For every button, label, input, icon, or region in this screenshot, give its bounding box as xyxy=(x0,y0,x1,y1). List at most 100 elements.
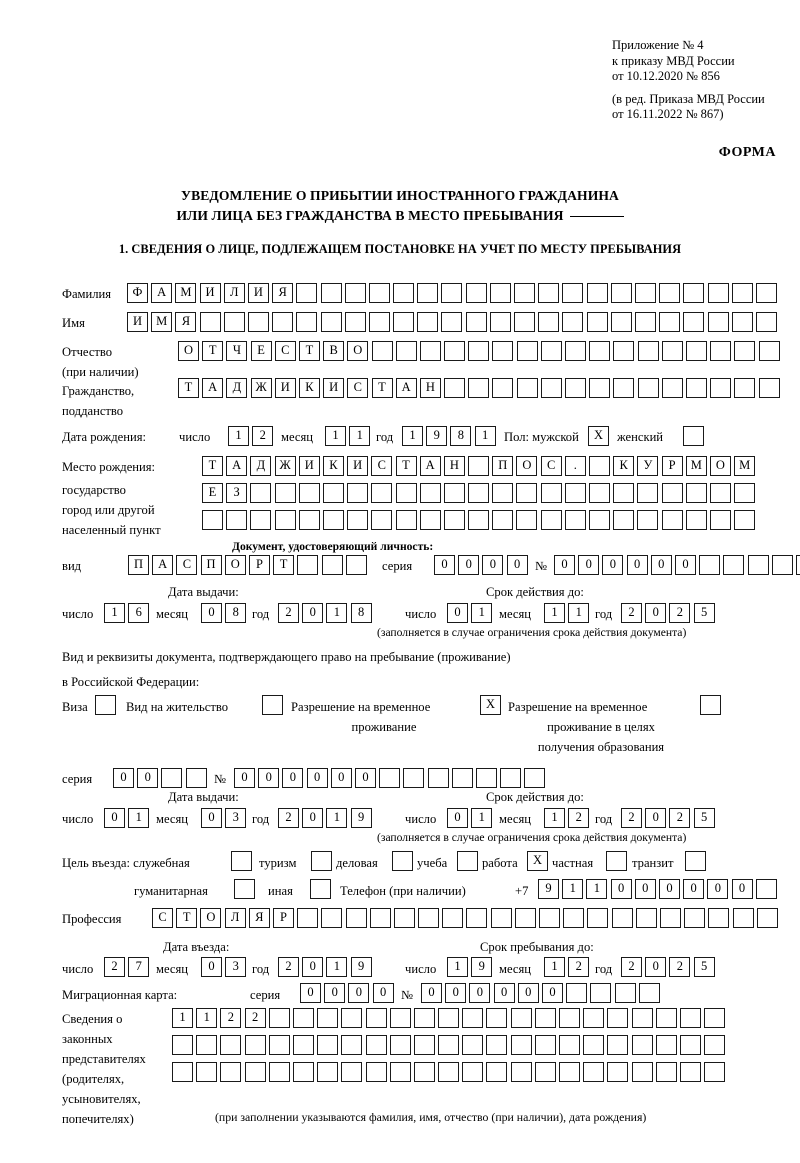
char-cell[interactable]: И xyxy=(347,456,369,476)
char-cell[interactable]: М xyxy=(734,456,756,476)
char-cell[interactable] xyxy=(311,851,332,871)
char-cell[interactable] xyxy=(637,378,659,398)
char-cell[interactable] xyxy=(417,283,439,303)
char-cell[interactable] xyxy=(659,908,681,928)
char-cell[interactable]: 0 xyxy=(354,768,376,788)
char-cell[interactable]: 0 xyxy=(506,555,528,575)
char-cell[interactable] xyxy=(747,555,769,575)
char-cell[interactable]: 3 xyxy=(225,808,247,828)
char-cell[interactable] xyxy=(534,1008,556,1028)
char-cell[interactable]: А xyxy=(202,378,224,398)
char-cell[interactable] xyxy=(413,1035,435,1055)
char-cell[interactable]: 0 xyxy=(517,983,539,1003)
purpose-humanitarian-checkbox[interactable] xyxy=(234,879,258,899)
char-cell[interactable] xyxy=(395,510,417,530)
char-cell[interactable]: 1 xyxy=(568,603,590,623)
char-cell[interactable] xyxy=(685,341,707,361)
char-cell[interactable] xyxy=(565,378,586,398)
char-cell[interactable] xyxy=(709,510,731,530)
char-cell[interactable] xyxy=(489,283,511,303)
purpose-tourism-checkbox[interactable] xyxy=(311,851,335,871)
char-cell[interactable] xyxy=(442,908,464,928)
char-cell[interactable]: 0 xyxy=(447,808,468,828)
char-cell[interactable] xyxy=(419,341,441,361)
char-cell[interactable] xyxy=(559,1062,580,1082)
char-cell[interactable]: 0 xyxy=(645,957,667,977)
char-cell[interactable]: 1 xyxy=(326,603,348,623)
char-cell[interactable]: 1 xyxy=(349,426,371,446)
char-cell[interactable] xyxy=(683,312,705,332)
char-cell[interactable] xyxy=(516,378,538,398)
char-cell[interactable] xyxy=(534,1062,556,1082)
char-cell[interactable] xyxy=(734,510,756,530)
char-cell[interactable] xyxy=(296,283,318,303)
char-cell[interactable] xyxy=(297,555,319,575)
char-cell[interactable] xyxy=(540,510,562,530)
char-cell[interactable] xyxy=(510,1035,532,1055)
char-cell[interactable] xyxy=(347,483,369,503)
char-cell[interactable]: Т xyxy=(273,555,295,575)
char-cell[interactable] xyxy=(365,1008,387,1028)
char-cell[interactable]: 0 xyxy=(113,768,134,788)
char-cell[interactable]: 0 xyxy=(469,983,491,1003)
char-cell[interactable]: 1 xyxy=(402,426,423,446)
char-cell[interactable] xyxy=(514,283,535,303)
char-cell[interactable] xyxy=(395,483,417,503)
char-cell[interactable] xyxy=(486,1035,508,1055)
char-cell[interactable] xyxy=(564,510,586,530)
char-cell[interactable] xyxy=(234,879,255,899)
char-cell[interactable] xyxy=(468,341,490,361)
char-cell[interactable] xyxy=(589,456,610,476)
char-cell[interactable] xyxy=(661,378,683,398)
char-cell[interactable] xyxy=(268,1008,290,1028)
char-cell[interactable] xyxy=(371,483,393,503)
char-cell[interactable] xyxy=(704,1062,726,1082)
char-cell[interactable]: 1 xyxy=(326,957,348,977)
char-cell[interactable] xyxy=(320,312,342,332)
char-cell[interactable]: 1 xyxy=(172,1008,193,1028)
char-cell[interactable] xyxy=(468,378,490,398)
char-cell[interactable] xyxy=(292,1062,314,1082)
char-cell[interactable] xyxy=(534,1035,556,1055)
char-cell[interactable] xyxy=(202,510,223,530)
char-cell[interactable]: 9 xyxy=(350,957,372,977)
char-cell[interactable]: 0 xyxy=(626,555,648,575)
char-cell[interactable]: Н xyxy=(419,378,441,398)
residence-permit-checkbox[interactable] xyxy=(262,695,286,715)
char-cell[interactable] xyxy=(462,1062,484,1082)
char-cell[interactable] xyxy=(341,1062,363,1082)
char-cell[interactable]: 0 xyxy=(201,808,222,828)
char-cell[interactable]: 1 xyxy=(228,426,249,446)
char-cell[interactable] xyxy=(637,510,659,530)
char-cell[interactable] xyxy=(708,908,730,928)
char-cell[interactable] xyxy=(634,283,656,303)
char-cell[interactable] xyxy=(707,312,729,332)
char-cell[interactable] xyxy=(723,555,745,575)
char-cell[interactable]: 8 xyxy=(225,603,247,623)
char-cell[interactable] xyxy=(379,768,401,788)
char-cell[interactable]: 0 xyxy=(445,983,467,1003)
char-cell[interactable]: 0 xyxy=(731,879,753,899)
char-cell[interactable] xyxy=(683,426,704,446)
char-cell[interactable] xyxy=(610,312,632,332)
char-cell[interactable] xyxy=(468,510,490,530)
char-cell[interactable] xyxy=(466,908,488,928)
char-cell[interactable]: К xyxy=(322,456,344,476)
char-cell[interactable]: О xyxy=(200,908,222,928)
char-cell[interactable] xyxy=(272,312,294,332)
char-cell[interactable] xyxy=(755,312,777,332)
char-cell[interactable]: 0 xyxy=(302,808,324,828)
char-cell[interactable] xyxy=(734,483,756,503)
char-cell[interactable] xyxy=(589,510,610,530)
char-cell[interactable]: Р xyxy=(272,908,294,928)
char-cell[interactable]: 0 xyxy=(554,555,575,575)
char-cell[interactable] xyxy=(583,1008,605,1028)
